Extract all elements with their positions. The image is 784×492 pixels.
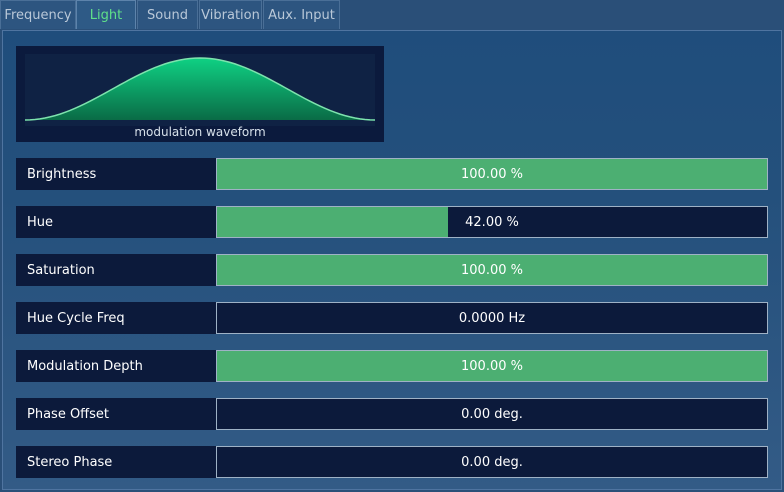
tab-aux-input[interactable]: Aux. Input <box>263 0 340 29</box>
saturation-slider[interactable]: 100.00 % <box>216 254 768 286</box>
modulation-depth-slider[interactable]: 100.00 % <box>216 350 768 382</box>
hue-value: 42.00 % <box>465 214 519 230</box>
tab-light[interactable]: Light <box>76 0 136 29</box>
stereo-phase-row: Stereo Phase 0.00 deg. <box>16 446 768 478</box>
saturation-row: Saturation 100.00 % <box>16 254 768 286</box>
waveform-curve <box>25 57 375 121</box>
modulation-waveform-display: modulation waveform <box>16 46 384 142</box>
phase-offset-value: 0.00 deg. <box>461 406 523 422</box>
brightness-slider-fill <box>217 159 767 189</box>
modulation-depth-value: 100.00 % <box>461 358 523 374</box>
waveform-caption: modulation waveform <box>134 125 266 139</box>
tab-sound[interactable]: Sound <box>137 0 198 29</box>
hue-label: Hue <box>16 206 216 238</box>
phase-offset-row: Phase Offset 0.00 deg. <box>16 398 768 430</box>
modulation-depth-row: Modulation Depth 100.00 % <box>16 350 768 382</box>
stereo-phase-label: Stereo Phase <box>16 446 216 478</box>
waveform-area <box>25 58 375 120</box>
brightness-label: Brightness <box>16 158 216 190</box>
tab-bar: Frequency Light Sound Vibration Aux. Inp… <box>0 0 784 30</box>
brightness-value: 100.00 % <box>461 166 523 182</box>
phase-offset-label: Phase Offset <box>16 398 216 430</box>
modulation-depth-slider-fill <box>217 351 767 381</box>
saturation-label: Saturation <box>16 254 216 286</box>
hue-cycle-freq-value: 0.0000 Hz <box>458 310 526 326</box>
hue-row: Hue 42.00 % <box>16 206 768 238</box>
saturation-value: 100.00 % <box>461 262 523 278</box>
stereo-phase-slider[interactable]: 0.00 deg. <box>216 446 768 478</box>
hue-cycle-freq-slider[interactable]: 0.0000 Hz <box>216 302 768 334</box>
tab-vibration[interactable]: Vibration <box>199 0 262 29</box>
hue-slider-fill <box>217 207 448 237</box>
hue-cycle-freq-row: Hue Cycle Freq 0.0000 Hz <box>16 302 768 334</box>
stereo-phase-value: 0.00 deg. <box>461 454 523 470</box>
phase-offset-slider[interactable]: 0.00 deg. <box>216 398 768 430</box>
hue-cycle-freq-label: Hue Cycle Freq <box>16 302 216 334</box>
brightness-slider[interactable]: 100.00 % <box>216 158 768 190</box>
waveform-plot <box>25 54 375 126</box>
hue-slider[interactable]: 42.00 % <box>216 206 768 238</box>
brightness-row: Brightness 100.00 % <box>16 158 768 190</box>
tab-frequency[interactable]: Frequency <box>0 0 76 29</box>
modulation-depth-label: Modulation Depth <box>16 350 216 382</box>
saturation-slider-fill <box>217 255 767 285</box>
